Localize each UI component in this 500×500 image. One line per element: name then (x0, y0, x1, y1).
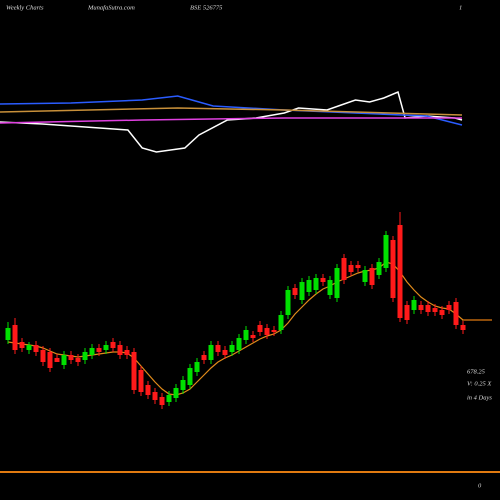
header-symbol: BSE 526775 (190, 4, 223, 11)
candle-body (82, 352, 88, 360)
indicator-line (0, 95, 463, 126)
candle-body (383, 235, 389, 268)
volume-label: V: 0.25 X (467, 380, 492, 387)
candle-body (334, 268, 340, 298)
candle-body (453, 302, 459, 325)
candle-body (201, 355, 207, 360)
candle-body (397, 225, 403, 318)
candle-body (292, 288, 298, 295)
candle-body (299, 282, 305, 300)
candle-body (68, 355, 74, 360)
candle-body (257, 325, 263, 332)
candle-body (47, 352, 53, 368)
candle-body (229, 345, 235, 352)
candle-body (432, 308, 438, 312)
bottom-label: 0 (478, 482, 482, 489)
candle-body (341, 258, 347, 280)
candle-body (320, 278, 326, 282)
candle-body (355, 265, 361, 268)
candle-body (33, 345, 39, 352)
candle-body (103, 345, 109, 350)
candle-body (236, 338, 242, 350)
candle-body (446, 305, 452, 310)
candle-body (278, 315, 284, 330)
candle-body (390, 240, 396, 298)
header-site: MunafaSutra.com (87, 4, 135, 11)
candle-body (54, 358, 60, 362)
candle-body (250, 335, 256, 338)
candle-body (187, 368, 193, 385)
candle-body (306, 280, 312, 292)
candle-body (152, 392, 158, 400)
candle-body (61, 355, 67, 365)
candle-body (117, 345, 123, 355)
candle-body (439, 310, 445, 315)
candle-body (180, 380, 186, 390)
candle-body (460, 325, 466, 330)
candle-body (159, 397, 165, 405)
candle-body (215, 345, 221, 352)
indicator-line (0, 90, 463, 153)
candle-body (12, 325, 18, 350)
candle-body (89, 348, 95, 355)
candle-body (285, 290, 291, 315)
candle-body (26, 345, 32, 350)
candle-body (243, 330, 249, 340)
candle-body (222, 350, 228, 355)
candle-body (75, 358, 81, 362)
candle-body (40, 350, 46, 362)
candle-body (327, 280, 333, 295)
candle-body (5, 328, 11, 340)
candle-body (313, 278, 319, 290)
candle-body (166, 395, 172, 402)
candle-body (19, 342, 25, 348)
candle-body (264, 328, 270, 335)
candle-body (208, 345, 214, 360)
candle-body (425, 305, 431, 312)
header-left: Weekly Charts (6, 4, 44, 11)
candle-body (369, 268, 375, 285)
candle-body (124, 350, 130, 355)
candle-body (194, 362, 200, 372)
candle-body (362, 270, 368, 282)
candle-body (145, 385, 151, 395)
indicator-line (0, 117, 462, 124)
price-label: 678.25 (467, 368, 486, 375)
candle-body (376, 262, 382, 275)
candle-body (348, 265, 354, 272)
candle-body (131, 352, 137, 390)
candle-body (411, 300, 417, 310)
header-right: 1 (459, 4, 462, 11)
candle-body (173, 388, 179, 398)
candle-body (96, 348, 102, 352)
candle-body (138, 370, 144, 392)
candle-body (271, 330, 277, 332)
days-label: in 4 Days (467, 394, 492, 401)
candle-body (404, 305, 410, 320)
indicator-line (0, 107, 463, 116)
candle-body (110, 342, 116, 348)
candle-body (418, 305, 424, 310)
